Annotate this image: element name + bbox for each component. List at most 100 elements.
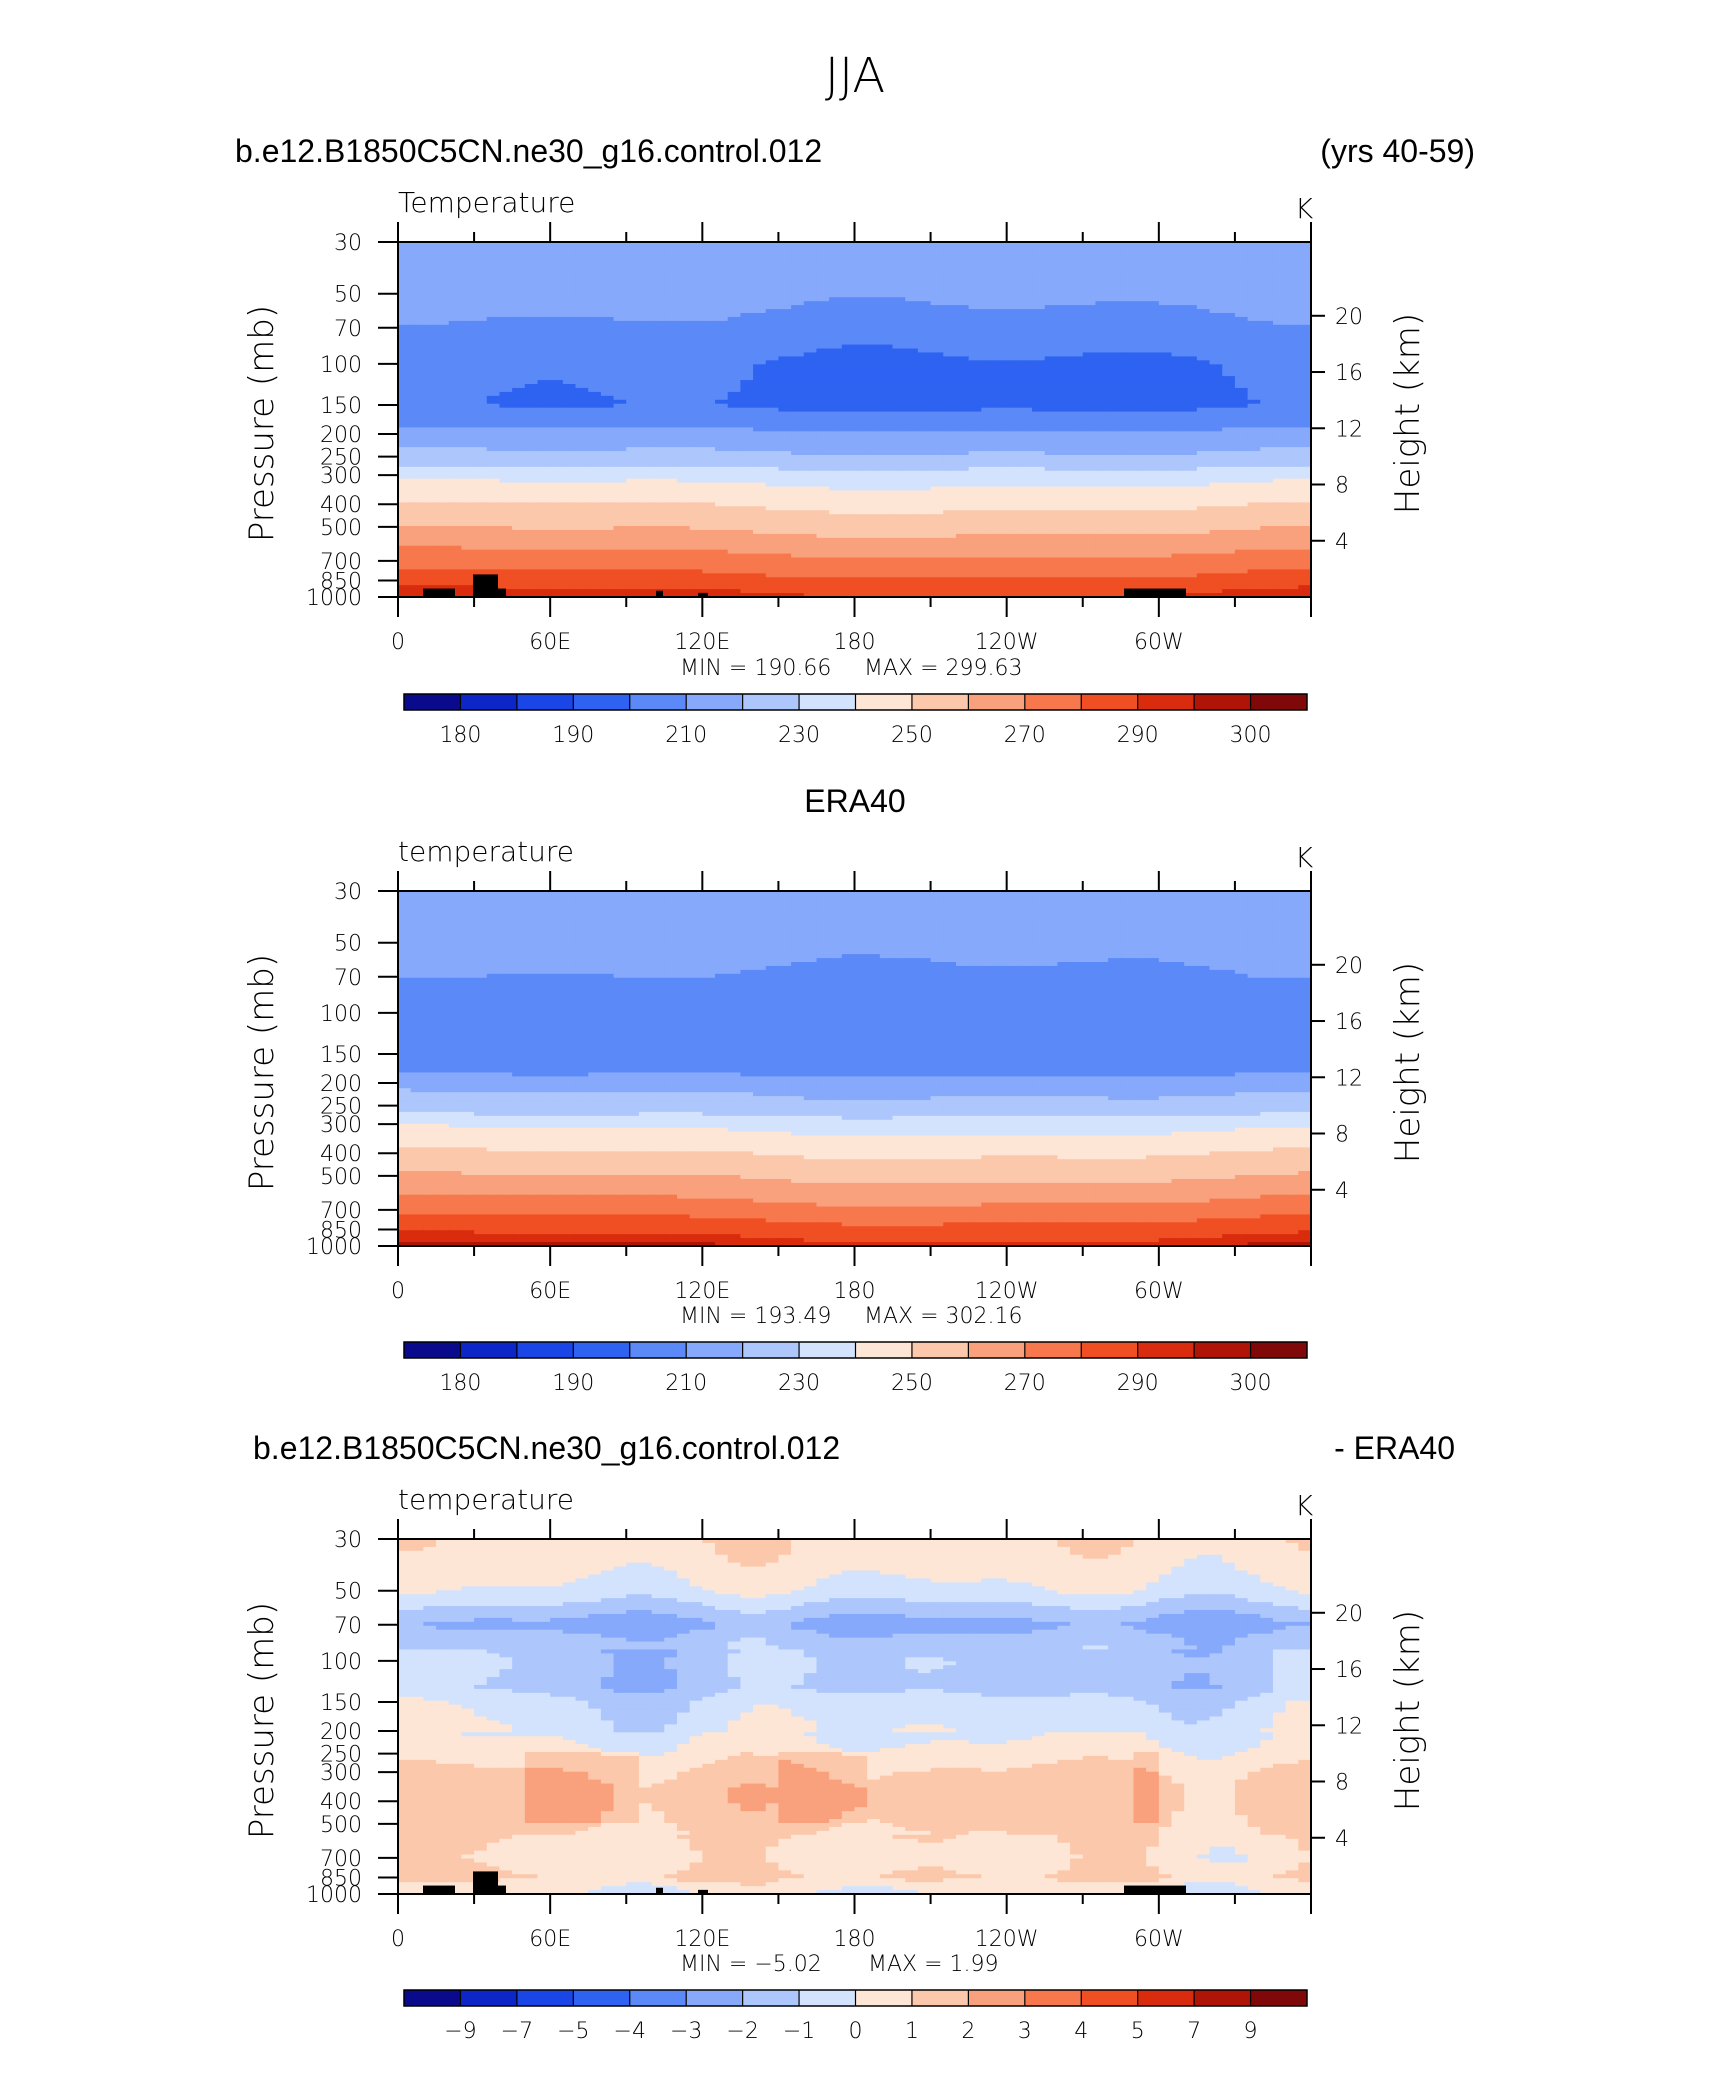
field-cell [753,262,766,267]
field-cell [639,380,652,385]
field-cell [880,341,893,346]
field-cell [740,321,753,326]
field-cell [804,360,817,365]
field-cell [1260,416,1273,421]
field-cell [956,266,969,271]
field-cell [1172,345,1185,350]
field-cell [842,471,855,476]
field-cell [1083,420,1096,425]
field-cell [829,435,842,440]
field-cell [512,498,525,503]
field-cell [537,463,550,468]
field-cell [1057,463,1070,468]
field-cell [411,376,424,381]
field-cell [829,459,842,464]
field-cell [639,313,652,318]
field-cell [1070,479,1083,484]
field-cell [576,416,589,421]
field-cell [487,293,500,298]
field-cell [690,423,703,428]
field-cell [1019,293,1032,298]
field-cell [816,479,829,484]
field-cell [1222,416,1235,421]
field-cell [791,455,804,460]
field-cell [576,376,589,381]
field-cell [461,498,474,503]
field-cell [537,392,550,397]
field-cell [855,349,868,354]
field-cell [1286,325,1299,330]
field-cell [1019,502,1032,507]
field-cell [1260,364,1273,369]
field-cell [1146,487,1159,492]
field-cell [1184,467,1197,472]
field-cell [461,416,474,421]
field-cell [537,498,550,503]
field-cell [525,514,538,519]
field-cell [652,285,665,290]
field-cell [855,475,868,480]
field-cell [1286,384,1299,389]
field-cell [1146,305,1159,310]
field-cell [740,270,753,275]
field-cell [398,262,411,267]
field-cell [652,423,665,428]
field-cell [537,412,550,417]
field-cell [855,337,868,342]
field-cell [1248,278,1261,283]
field-cell [804,498,817,503]
field-cell [449,514,462,519]
field-cell [943,250,956,255]
field-cell [1057,483,1070,488]
field-cell [563,459,576,464]
field-cell [893,408,906,413]
field-cell [969,451,982,456]
field-cell [677,412,690,417]
field-cell [1133,372,1146,377]
field-cell [664,376,677,381]
field-cell [576,372,589,377]
field-cell [1045,487,1058,492]
field-cell [1210,313,1223,318]
field-cell [576,274,589,279]
field-cell [588,380,601,385]
field-cell [753,297,766,302]
field-cell [1045,337,1058,342]
field-cell [1172,487,1185,492]
field-cell [677,278,690,283]
field-cell [867,289,880,294]
field-cell [690,479,703,484]
field-cell [1286,420,1299,425]
field-cell [740,408,753,413]
field-cell [1133,376,1146,381]
field-cell [918,356,931,361]
field-cell [855,506,868,511]
field-cell [981,285,994,290]
field-cell [969,475,982,480]
field-cell [512,285,525,290]
field-cell [931,502,944,507]
field-cell [487,463,500,468]
field-cell [943,254,956,259]
field-cell [1286,278,1299,283]
field-cell [525,345,538,350]
field-cell [423,479,436,484]
field-cell [1172,475,1185,480]
field-cell [728,325,741,330]
field-cell [778,293,791,298]
field-cell [728,333,741,338]
field-cell [969,412,982,417]
field-cell [956,376,969,381]
field-cell [411,431,424,436]
field-cell [563,439,576,444]
field-cell [715,317,728,322]
field-cell [461,463,474,468]
field-cell [1260,388,1273,393]
field-cell [550,487,563,492]
field-cell [1273,250,1286,255]
field-cell [1159,498,1172,503]
field-cell [499,317,512,322]
field-cell [436,502,449,507]
field-cell [1019,408,1032,413]
field-cell [867,475,880,480]
